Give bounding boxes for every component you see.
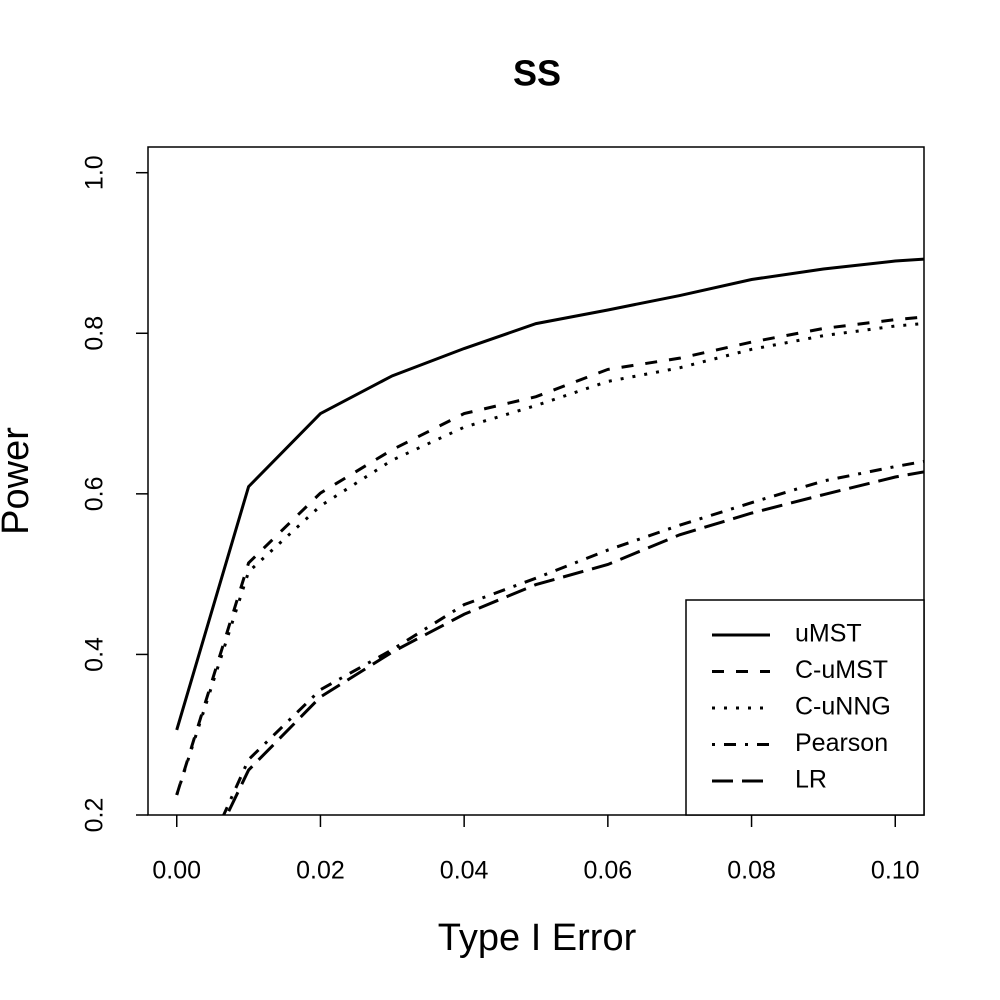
plot-frame [147,146,925,816]
x-tick-label: 0.04 [440,857,489,885]
y-tick-label: 1.0 [81,155,109,190]
series-line [175,315,924,796]
y-tick-label: 0.4 [81,637,109,672]
x-tick-label: 0.06 [584,857,633,885]
legend-label: Pearson [795,729,888,757]
x-tick-label: 0.02 [296,857,345,885]
x-tick-label: 0.10 [871,857,920,885]
series-line [175,257,924,731]
plot-lines [175,257,924,815]
x-tick-label: 0.00 [152,857,201,885]
chart-title: SS [513,53,561,94]
legend-label: C-uMST [795,656,888,684]
series-line [225,470,924,815]
legend-label: uMST [795,620,862,648]
y-tick-label: 0.6 [81,476,109,511]
y-tick-label: 0.2 [81,798,109,833]
x-tick-label: 0.08 [727,857,776,885]
y-axis-label: Power [0,427,37,535]
x-axis-label: Type I Error [438,917,637,959]
legend-label: LR [795,766,827,794]
y-tick-label: 0.8 [81,316,109,351]
legend-label: C-uNNG [795,693,891,721]
